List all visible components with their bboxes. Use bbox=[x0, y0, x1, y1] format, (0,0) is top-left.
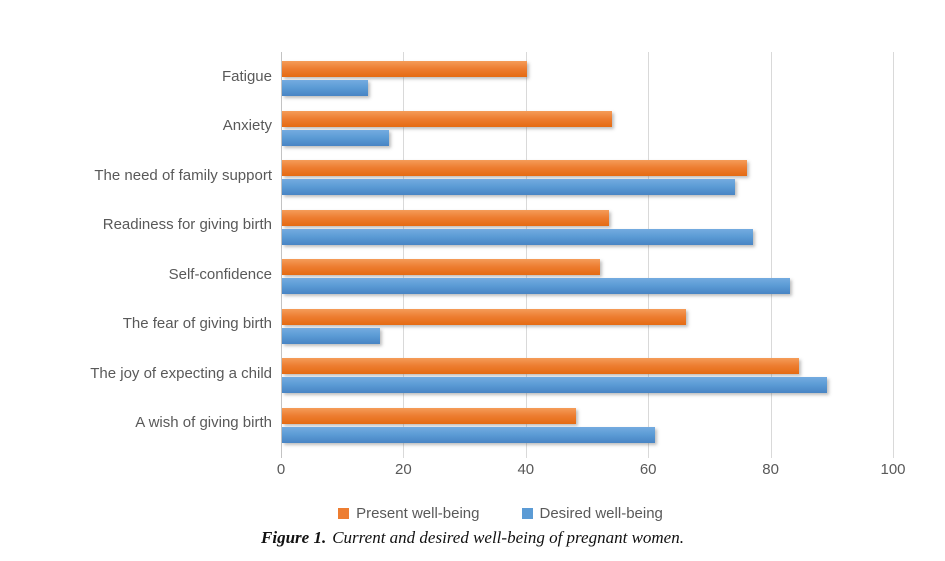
legend-swatch-desired-icon bbox=[521, 507, 533, 519]
category-label: Readiness for giving birth bbox=[102, 216, 272, 234]
legend: Present well-being Desired well-being bbox=[28, 502, 945, 524]
x-tick-label-80: 80 bbox=[762, 461, 779, 478]
bar-desired bbox=[282, 228, 754, 245]
legend-item-present: Present well-being bbox=[338, 504, 480, 522]
figure-caption-text: Current and desired well-being of pregna… bbox=[332, 528, 684, 547]
bar-present bbox=[282, 160, 748, 176]
legend-label-desired: Desired well-being bbox=[539, 504, 663, 522]
bar-desired bbox=[282, 327, 380, 344]
x-tick-label-20: 20 bbox=[395, 461, 412, 478]
legend-swatch-present-icon bbox=[338, 507, 350, 519]
category-label: The fear of giving birth bbox=[122, 315, 272, 333]
legend-item-desired: Desired well-being bbox=[521, 504, 663, 522]
gridline-60 bbox=[648, 52, 650, 458]
bar-present bbox=[282, 110, 613, 127]
bar-desired bbox=[282, 426, 656, 443]
x-tick-label-100: 100 bbox=[880, 461, 906, 478]
category-label: The need of family support bbox=[94, 166, 272, 184]
bar-desired bbox=[282, 129, 390, 146]
x-tick-label-40: 40 bbox=[517, 461, 535, 478]
figure-caption: Figure 1. Current and desired well-being … bbox=[0, 528, 945, 548]
bar-present bbox=[282, 259, 601, 275]
category-label: Fatigue bbox=[221, 67, 272, 85]
bar-desired bbox=[282, 80, 368, 96]
category-label: The joy of expecting a child bbox=[90, 364, 272, 382]
bar-desired bbox=[282, 179, 735, 195]
category-label: Self-confidence bbox=[168, 265, 272, 283]
bar-present bbox=[282, 358, 800, 374]
figure-caption-label: Figure 1. bbox=[261, 528, 327, 547]
bar-present bbox=[282, 407, 576, 424]
x-tick-label-60: 60 bbox=[639, 461, 657, 478]
bar-present bbox=[282, 209, 610, 226]
x-tick-label-0: 0 bbox=[276, 461, 286, 478]
gridline-40 bbox=[525, 52, 527, 458]
gridline-20 bbox=[403, 52, 405, 458]
legend-label-present: Present well-being bbox=[356, 504, 480, 522]
category-label: Anxiety bbox=[222, 117, 272, 135]
bar-desired bbox=[282, 278, 790, 294]
bar-chart: 0 20 40 60 80 100 Fatigue Anxiety The need of fa… bbox=[90, 52, 906, 478]
category-label: A wish of giving birth bbox=[135, 414, 272, 432]
bar-desired bbox=[282, 377, 827, 393]
bar-present bbox=[282, 308, 686, 325]
gridline-100 bbox=[893, 52, 894, 458]
y-axis-line bbox=[281, 52, 282, 458]
gridline-80 bbox=[770, 52, 772, 458]
bar-present bbox=[282, 61, 527, 77]
